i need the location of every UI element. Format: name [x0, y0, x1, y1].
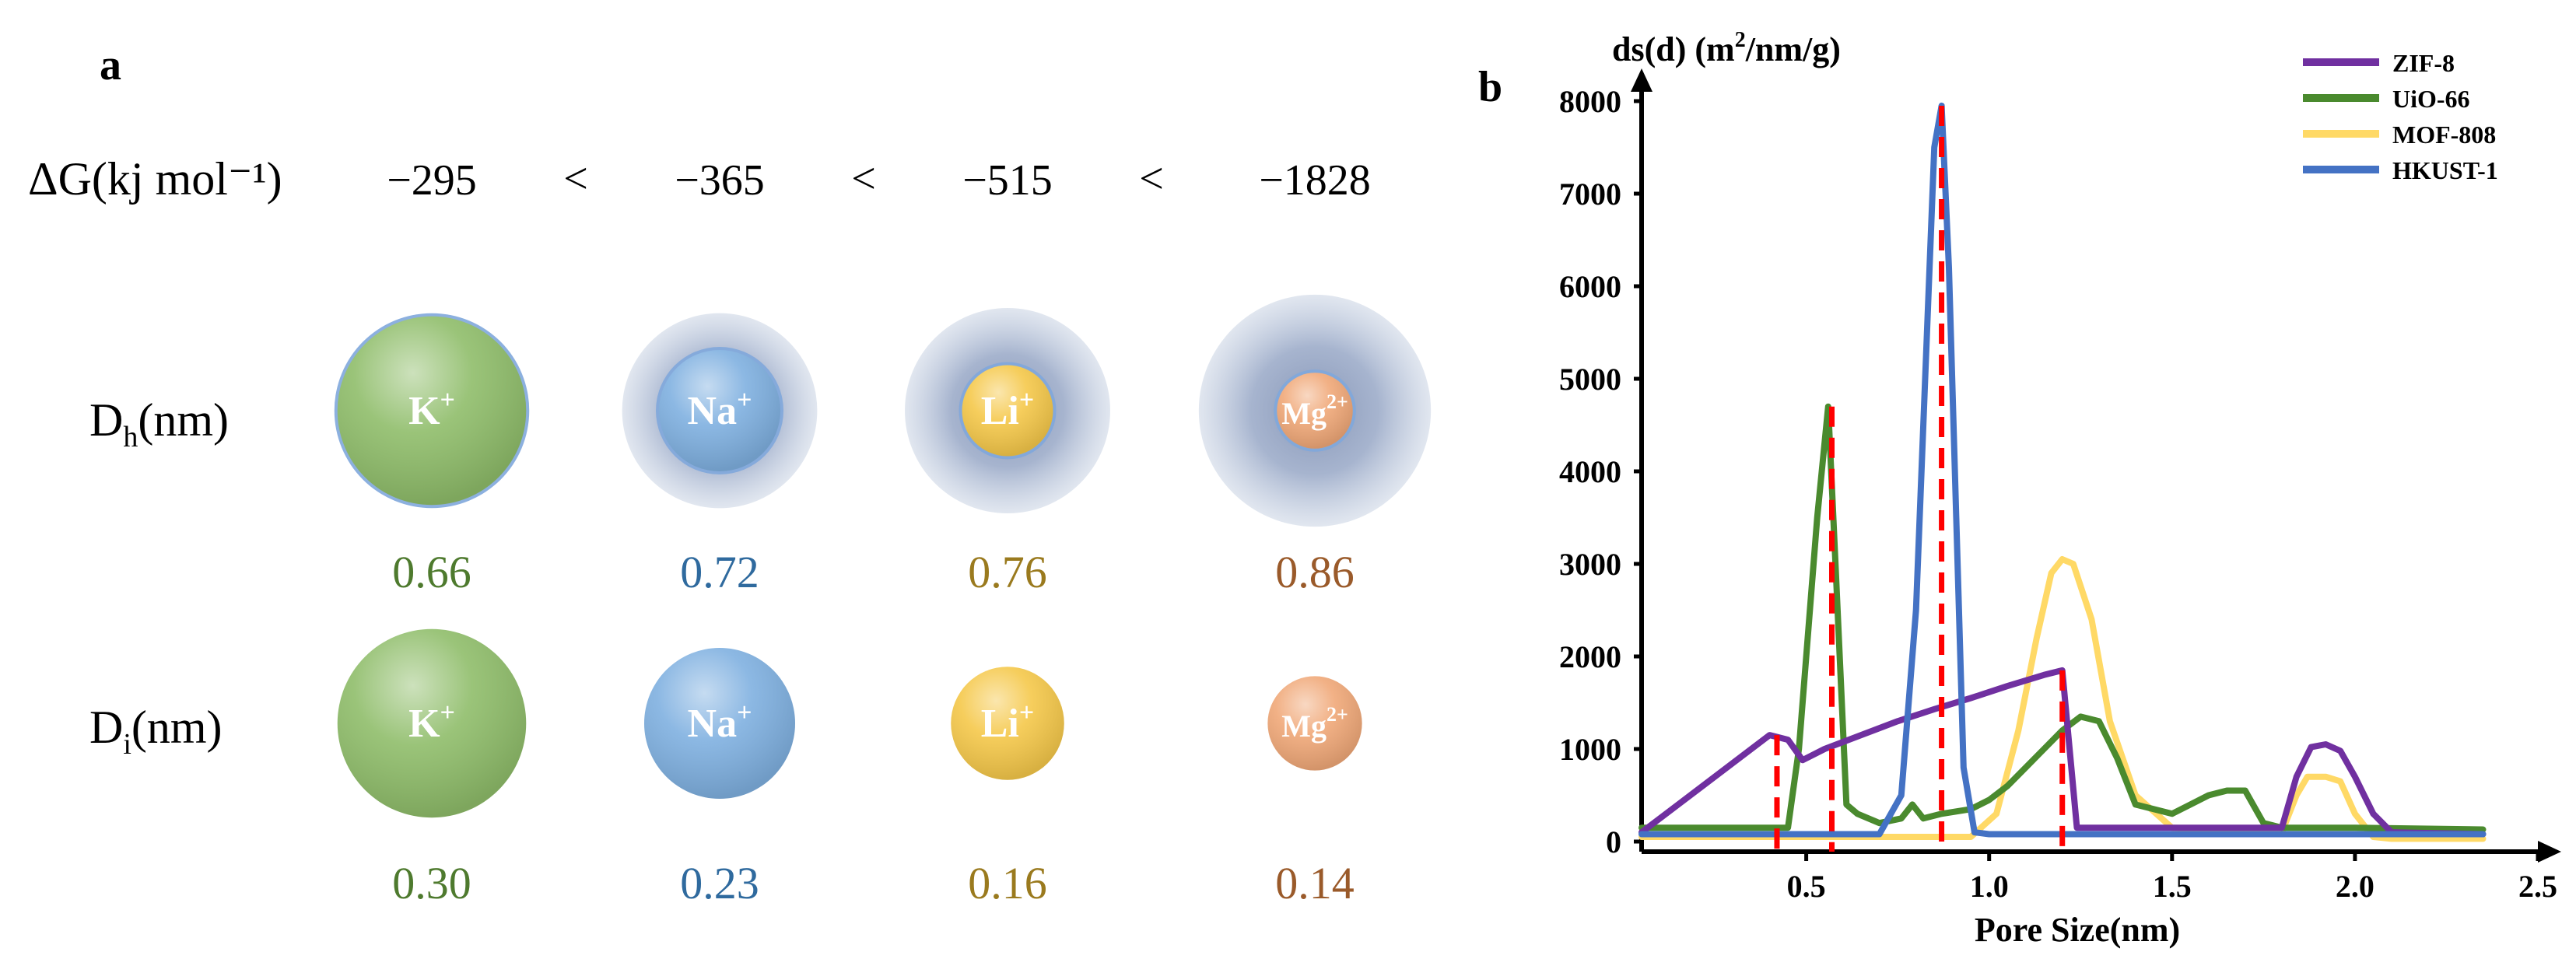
ion-charge: 2+	[1327, 390, 1348, 413]
ion-charge: +	[1019, 386, 1034, 415]
bare-ion-charge: 2+	[1327, 703, 1348, 726]
dh-label-main: D	[89, 394, 123, 446]
ion-gloss	[337, 316, 527, 506]
panel-a: a ΔG(kj mol⁻¹) −295 < −365 < −515 < −182…	[28, 41, 1432, 908]
ion-columns: K+0.66K+0.30Na+0.72Na+0.23Li+0.76Li+0.16…	[334, 294, 1432, 908]
di-label: Di(nm)	[89, 702, 223, 761]
bare-ion-gloss	[1267, 676, 1362, 771]
legend-label: ZIF-8	[2392, 49, 2455, 77]
delta-g-values: −295 < −365 < −515 < −1828	[387, 155, 1371, 205]
delta-g-na: −365	[675, 156, 765, 205]
bare-ion-symbol-name: Mg	[1281, 709, 1327, 744]
di-value: 0.16	[968, 858, 1047, 908]
y-axis-title-sup: 2	[1735, 28, 1746, 52]
x-tick-label: 1.5	[2153, 869, 2192, 904]
delta-g-label: ΔG(kj mol⁻¹)	[28, 153, 282, 205]
x-tick-label: 2.5	[2518, 869, 2557, 904]
dh-value: 0.76	[968, 547, 1047, 597]
series-line-hkust-1	[1638, 102, 2487, 838]
ion-symbol: K+	[408, 386, 455, 433]
bare-ion-symbol-name: Na	[688, 702, 738, 746]
ion-symbol: Li+	[981, 386, 1035, 433]
dh-label: Dh(nm)	[89, 394, 229, 453]
ion-charge: +	[440, 386, 455, 415]
dh-value: 0.66	[392, 547, 471, 597]
panel-a-label: a	[100, 41, 121, 89]
y-axis-title: ds(d) (m2/nm/g)	[1612, 28, 1841, 68]
x-tick-label: 0.5	[1787, 869, 1826, 904]
dh-value: 0.72	[680, 547, 759, 597]
ion-symbol: Na+	[688, 386, 752, 433]
di-label-unit: (nm)	[131, 702, 223, 753]
series-line-uio-66	[1638, 403, 2487, 833]
ion-gloss	[659, 350, 780, 471]
y-tick-label: 2000	[1559, 639, 1621, 674]
y-tick-label: 4000	[1559, 454, 1621, 489]
panel-b: b ds(d) (m2/nm/g) Pore Size(nm) 0 1000 200…	[1478, 28, 2561, 949]
delta-g-label-text: ΔG(kj mol⁻¹)	[28, 153, 282, 205]
y-tick-label: 7000	[1559, 177, 1621, 212]
bare-ion-symbol: Li+	[981, 698, 1035, 746]
y-tick-label: 6000	[1559, 269, 1621, 304]
y-tick-label: 3000	[1559, 547, 1621, 582]
ion-symbol-name: Mg	[1281, 396, 1327, 431]
bare-ion-charge: +	[440, 698, 455, 727]
legend-label: MOF-808	[2392, 121, 2496, 149]
y-tick-label: 5000	[1559, 362, 1621, 397]
ion-gloss	[1277, 373, 1353, 449]
x-axis-title: Pore Size(nm)	[1975, 911, 2180, 949]
y-axis-arrow	[1631, 68, 1652, 92]
delta-g-mg: −1828	[1259, 156, 1371, 205]
x-tick-label: 1.0	[1970, 869, 2009, 904]
ion-symbol-name: Na	[688, 389, 738, 433]
y-axis-title-tail: /nm/g)	[1745, 30, 1841, 68]
ion-symbol: Mg2+	[1281, 390, 1348, 431]
dh-label-sub: h	[123, 421, 138, 453]
bare-ion-gloss	[644, 648, 795, 799]
ion-symbol-name: Li	[981, 389, 1019, 433]
di-label-sub: i	[123, 728, 131, 761]
bare-ion-symbol-name: K	[408, 702, 440, 746]
chart-legend: ZIF-8 UiO-66 MOF-808 HKUST-1	[2303, 49, 2498, 184]
panel-b-label: b	[1478, 63, 1502, 111]
lt-symbol: <	[851, 155, 876, 203]
bare-ion-charge: +	[737, 698, 752, 727]
ion-symbol-name: K	[408, 389, 440, 433]
legend-label: UiO-66	[2392, 85, 2470, 113]
y-tick-label: 0	[1606, 824, 1621, 859]
x-axis-arrow	[2538, 841, 2561, 863]
series-line-zif-8	[1638, 667, 2487, 838]
bare-ion-symbol: K+	[408, 698, 455, 746]
bare-ion-charge: +	[1019, 698, 1034, 727]
di-label-main: D	[89, 702, 123, 753]
legend-label: HKUST-1	[2392, 156, 2498, 184]
ion-gloss	[962, 365, 1053, 457]
bare-ion-gloss	[337, 628, 527, 818]
delta-g-li: −515	[962, 156, 1053, 205]
bare-ion-symbol: Mg2+	[1281, 703, 1348, 744]
ion-charge: +	[737, 386, 752, 415]
di-value: 0.23	[680, 858, 759, 908]
x-tick-label: 2.0	[2336, 869, 2374, 904]
dh-label-unit: (nm)	[138, 394, 229, 446]
di-value: 0.14	[1275, 858, 1355, 908]
di-value: 0.30	[392, 858, 471, 908]
y-axis-title-main: ds(d) (m	[1612, 30, 1735, 68]
bare-ion-symbol-name: Li	[981, 702, 1019, 746]
chart-plot: 0 1000 2000 3000 4000 5000 6000 7000 8000 0.5 1.0 1…	[1559, 68, 2561, 904]
lt-symbol: <	[563, 155, 588, 203]
dh-value: 0.86	[1275, 547, 1355, 597]
bare-ion-symbol: Na+	[688, 698, 752, 746]
y-tick-label: 8000	[1559, 84, 1621, 119]
delta-g-k: −295	[387, 156, 477, 205]
bare-ion-gloss	[951, 667, 1064, 780]
ion-column-k: K+0.66K+0.30	[334, 313, 530, 908]
lt-symbol: <	[1139, 155, 1164, 203]
y-tick-label: 1000	[1559, 732, 1621, 767]
